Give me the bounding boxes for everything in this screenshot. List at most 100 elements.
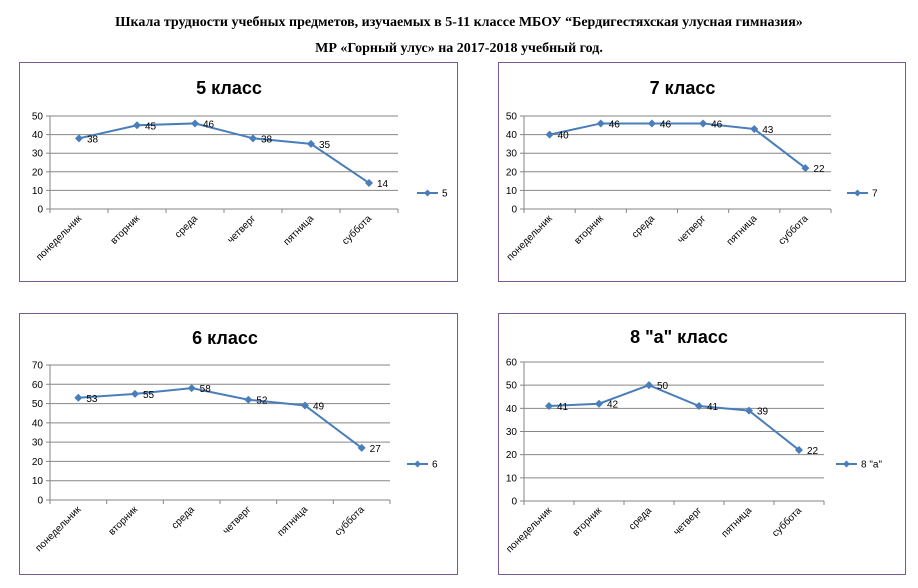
data-label: 58 — [200, 384, 212, 395]
y-tick-label: 20 — [32, 167, 44, 178]
series-line — [549, 122, 807, 169]
y-tick-label: 0 — [511, 205, 517, 216]
data-label: 43 — [762, 125, 774, 136]
x-tick-label: вторник — [109, 213, 143, 247]
y-tick-label: 20 — [32, 457, 44, 468]
data-label: 41 — [557, 402, 569, 413]
x-tick-label: понедельник — [34, 504, 84, 554]
legend-label: 6 — [432, 460, 438, 471]
chart-5-class: 5 класс 0 10 20 30 40 50 понедельник вторник сред… — [32, 78, 448, 263]
data-point-marker — [545, 402, 553, 411]
data-point-marker — [307, 139, 315, 148]
data-point-marker — [595, 399, 603, 408]
x-tick-label: среда — [170, 504, 197, 531]
chart-panel-5-class: 5 класс 0 10 20 30 40 50 понедельник вторник сред… — [19, 62, 458, 282]
chart-title: 7 класс — [650, 78, 716, 98]
x-tick-label: суббота — [332, 503, 367, 538]
x-tick-label: пятница — [725, 213, 760, 248]
data-label: 27 — [370, 444, 382, 455]
x-tick-label: пятница — [282, 213, 317, 248]
x-tick-label: среда — [627, 505, 654, 532]
data-point-marker — [647, 119, 656, 128]
data-point-marker — [699, 119, 708, 128]
y-tick-label: 0 — [511, 497, 517, 508]
x-tick-label: среда — [173, 213, 200, 240]
data-label: 42 — [607, 400, 619, 411]
y-tick-label: 50 — [506, 112, 518, 123]
x-tick-label: понедельник — [504, 505, 554, 555]
data-label: 22 — [813, 164, 825, 175]
page-heading-line-1: Шкала трудности учебных предметов, изуча… — [115, 15, 803, 30]
y-tick-label: 20 — [506, 450, 518, 461]
legend-label: 8 "а" — [861, 460, 882, 471]
y-tick-label: 40 — [506, 130, 518, 141]
data-label: 46 — [203, 119, 215, 130]
data-label: 14 — [377, 179, 389, 190]
legend-marker — [854, 189, 861, 197]
y-tick-label: 0 — [37, 205, 43, 216]
y-tick-label: 10 — [32, 476, 44, 487]
legend-label: 7 — [872, 189, 878, 200]
data-label: 39 — [757, 407, 769, 418]
data-point-marker — [545, 130, 554, 139]
y-tick-label: 10 — [32, 186, 44, 197]
data-point-marker — [131, 389, 139, 398]
x-tick-label: пятница — [276, 504, 311, 539]
data-label: 35 — [319, 140, 331, 151]
y-tick-label: 70 — [32, 361, 44, 372]
x-tick-label: четверг — [221, 504, 254, 537]
y-tick-label: 50 — [32, 399, 44, 410]
data-label: 45 — [145, 121, 157, 132]
data-point-marker — [191, 119, 199, 128]
y-tick-label: 30 — [506, 149, 518, 160]
y-tick-label: 30 — [32, 438, 44, 449]
y-tick-label: 20 — [506, 167, 518, 178]
x-tick-label: вторник — [573, 213, 607, 247]
data-point-marker — [249, 134, 257, 143]
x-tick-label: вторник — [571, 505, 605, 539]
data-point-marker — [801, 164, 810, 173]
x-tick-label: четверг — [676, 213, 709, 246]
series-line — [78, 387, 363, 449]
data-point-marker — [133, 121, 141, 130]
y-tick-label: 60 — [506, 358, 518, 369]
x-tick-label: четверг — [672, 505, 705, 538]
series-line — [78, 122, 370, 184]
y-tick-label: 50 — [32, 112, 44, 123]
y-tick-label: 50 — [506, 381, 518, 392]
data-point-marker — [745, 406, 753, 415]
data-point-marker — [645, 381, 653, 390]
data-point-marker — [750, 125, 759, 134]
data-label: 46 — [609, 119, 621, 130]
data-label: 38 — [261, 134, 273, 145]
data-label: 55 — [143, 390, 155, 401]
y-tick-label: 0 — [37, 496, 43, 507]
data-point-marker — [301, 401, 309, 410]
chart-title: 8 "а" класс — [630, 327, 728, 347]
x-tick-label: пятница — [720, 505, 755, 540]
data-point-marker — [244, 395, 253, 404]
y-tick-label: 30 — [506, 427, 518, 438]
data-point-marker — [74, 393, 83, 402]
data-label: 53 — [86, 394, 98, 405]
series-line — [548, 384, 800, 451]
data-label: 38 — [87, 134, 99, 145]
data-point-marker — [795, 446, 803, 455]
y-tick-label: 40 — [506, 404, 518, 415]
x-tick-label: суббота — [776, 212, 811, 247]
data-label: 40 — [558, 131, 570, 142]
y-tick-label: 10 — [506, 473, 518, 484]
data-label: 46 — [660, 119, 672, 130]
chart-7-class: 7 класс 0 10 20 30 40 50 понедельник вторник сред… — [505, 78, 878, 263]
chart-6-class: 6 класс 0 10 20 30 40 50 60 70 понедельник вторник… — [32, 328, 438, 554]
data-label: 41 — [707, 402, 719, 413]
data-point-marker — [357, 443, 366, 452]
x-tick-label: понедельник — [505, 213, 555, 263]
legend-label: 5 — [442, 189, 448, 200]
x-tick-label: четверг — [226, 213, 259, 246]
legend-marker — [424, 189, 431, 197]
data-label: 22 — [807, 446, 819, 457]
chart-panel-7-class: 7 класс 0 10 20 30 40 50 понедельник вторник сред… — [498, 62, 906, 282]
x-tick-label: среда — [630, 213, 657, 240]
data-label: 46 — [711, 119, 723, 130]
